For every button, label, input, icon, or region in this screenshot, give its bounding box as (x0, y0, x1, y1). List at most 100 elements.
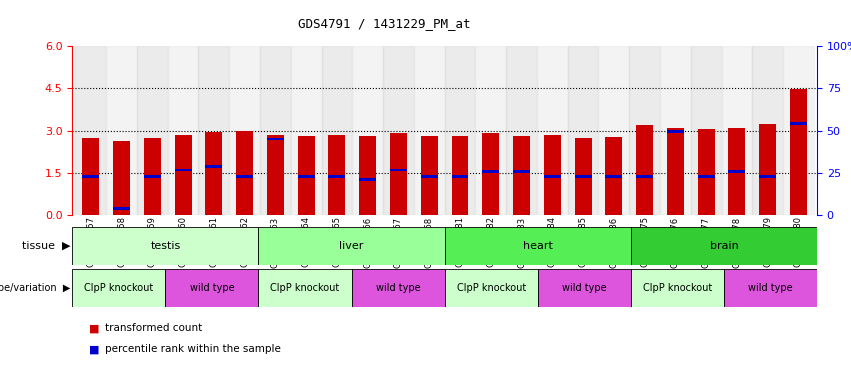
Bar (72, 227, 259, 265)
Bar (724, 269, 817, 307)
Bar (667, 130, 684, 133)
Bar (452, 136, 469, 215)
Text: ■: ■ (89, 344, 100, 354)
Bar (538, 269, 631, 307)
Bar (237, 175, 253, 177)
Bar (229, 46, 260, 215)
Text: percentile rank within the sample: percentile rank within the sample (105, 344, 281, 354)
Bar (359, 136, 376, 215)
Bar (174, 169, 191, 171)
Text: wild type: wild type (376, 283, 420, 293)
Bar (790, 89, 807, 215)
Bar (259, 269, 351, 307)
Text: liver: liver (340, 241, 363, 251)
Bar (322, 46, 352, 215)
Bar (660, 46, 691, 215)
Bar (168, 46, 198, 215)
Bar (298, 175, 315, 177)
Bar (420, 175, 437, 177)
Bar (605, 175, 622, 177)
Text: ClpP knockout: ClpP knockout (84, 283, 153, 293)
Bar (691, 46, 722, 215)
Text: ClpP knockout: ClpP knockout (643, 283, 712, 293)
Bar (631, 269, 724, 307)
Text: brain: brain (710, 241, 739, 251)
Bar (414, 46, 444, 215)
Bar (106, 46, 137, 215)
Bar (637, 175, 653, 177)
Bar (165, 269, 259, 307)
Bar (267, 137, 284, 141)
Text: ■: ■ (89, 323, 100, 333)
Bar (444, 269, 538, 307)
Text: transformed count: transformed count (105, 323, 202, 333)
Bar (351, 269, 444, 307)
Bar (267, 135, 284, 215)
Bar (483, 133, 500, 215)
Text: ClpP knockout: ClpP knockout (271, 283, 340, 293)
Bar (444, 46, 476, 215)
Bar (783, 46, 814, 215)
Bar (328, 175, 346, 177)
Bar (790, 122, 807, 125)
Bar (83, 175, 100, 177)
Bar (144, 139, 161, 215)
Bar (544, 135, 561, 215)
Bar (513, 170, 530, 173)
Bar (383, 46, 414, 215)
Bar (259, 227, 444, 265)
Bar (629, 46, 660, 215)
Text: genotype/variation  ▶: genotype/variation ▶ (0, 283, 71, 293)
Bar (728, 128, 745, 215)
Bar (476, 46, 506, 215)
Bar (444, 227, 631, 265)
Bar (667, 128, 684, 215)
Bar (113, 141, 130, 215)
Bar (631, 227, 817, 265)
Bar (544, 175, 561, 177)
Bar (390, 169, 407, 171)
Bar (72, 269, 165, 307)
Bar (506, 46, 537, 215)
Text: GDS4791 / 1431229_PM_at: GDS4791 / 1431229_PM_at (298, 17, 471, 30)
Text: testis: testis (151, 241, 180, 251)
Bar (752, 46, 783, 215)
Bar (198, 46, 229, 215)
Bar (513, 136, 530, 215)
Bar (237, 131, 253, 215)
Text: wild type: wild type (562, 283, 607, 293)
Bar (637, 126, 653, 215)
Bar (759, 175, 776, 177)
Bar (298, 136, 315, 215)
Bar (260, 46, 291, 215)
Bar (144, 175, 161, 177)
Bar (390, 133, 407, 215)
Bar (605, 137, 622, 215)
Text: wild type: wild type (748, 283, 793, 293)
Bar (205, 165, 222, 168)
Bar (76, 46, 106, 215)
Bar (113, 207, 130, 210)
Bar (359, 178, 376, 181)
Bar (574, 175, 591, 177)
Text: ClpP knockout: ClpP knockout (457, 283, 526, 293)
Bar (728, 170, 745, 173)
Bar (537, 46, 568, 215)
Text: wild type: wild type (190, 283, 234, 293)
Bar (83, 137, 100, 215)
Bar (137, 46, 168, 215)
Bar (291, 46, 322, 215)
Bar (568, 46, 598, 215)
Bar (205, 132, 222, 215)
Bar (598, 46, 629, 215)
Bar (722, 46, 752, 215)
Bar (420, 136, 437, 215)
Bar (574, 137, 591, 215)
Bar (352, 46, 383, 215)
Bar (452, 175, 469, 177)
Bar (174, 135, 191, 215)
Bar (759, 124, 776, 215)
Bar (328, 135, 346, 215)
Bar (698, 129, 715, 215)
Text: heart: heart (523, 241, 552, 251)
